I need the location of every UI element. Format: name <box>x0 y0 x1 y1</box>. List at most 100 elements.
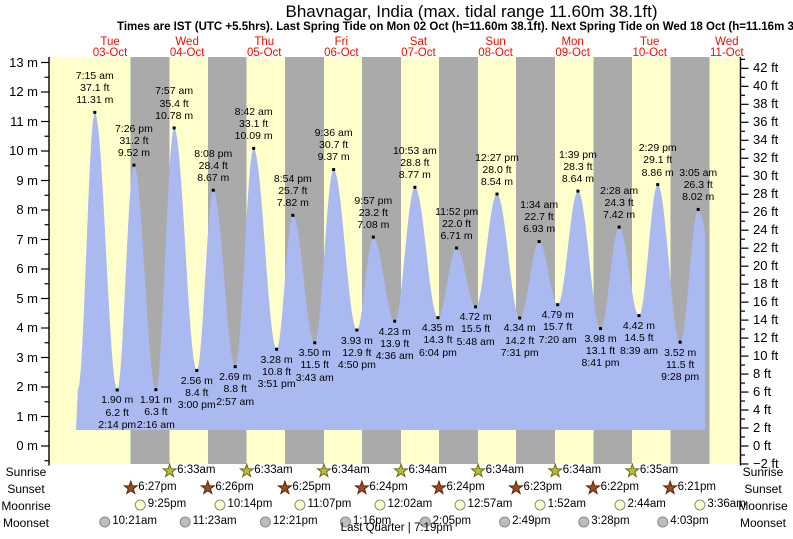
tide-label-line: 1.90 m <box>101 394 134 407</box>
moonrise-icon <box>374 499 386 511</box>
sunrise-time: 6:34am <box>408 464 447 476</box>
tide-label-line: 23.2 ft <box>358 206 388 219</box>
sunrise-row-label-right: Sunrise <box>742 465 784 479</box>
moonrise-icon <box>214 499 226 511</box>
moonrise-row-label-left: Moonrise <box>1 499 51 513</box>
tide-extreme-dot <box>393 319 397 323</box>
tide-label-line: 4.34 m <box>503 322 536 335</box>
tide-label-line: 3.28 m <box>260 353 293 366</box>
high-tide-label: 8:42 am 33.1 ft 10.09 m <box>209 106 299 143</box>
y-axis-label-right: 6 ft <box>753 384 772 400</box>
moonrise-icon <box>294 499 306 511</box>
tide-label-line: 10.78 m <box>155 109 194 122</box>
tide-label-line: 1:39 pm <box>558 148 597 161</box>
tide-label-line: 3.52 m <box>664 346 697 359</box>
sunrise-icon <box>393 462 409 478</box>
tide-label-line: 6.71 m <box>440 229 473 242</box>
tide-label-line: 7:20 am <box>538 333 577 346</box>
sunset-row-label-left: Sunset <box>7 482 45 496</box>
moonrise-time: 2:44am <box>627 498 666 510</box>
tide-label-line: 3:51 pm <box>257 378 296 391</box>
page-subtitle: Times are IST (UTC +5.5hrs). Last Spring… <box>117 21 793 33</box>
moonset-time: 3:28pm <box>591 515 630 527</box>
y-axis-label-right: 12 ft <box>753 330 779 346</box>
moonrise-time: 10:14pm <box>227 498 273 510</box>
sunset-time: 6:24pm <box>446 481 485 493</box>
tide-label-line: 25.7 ft <box>278 185 308 197</box>
moonset-icon <box>657 516 669 528</box>
moonrise-icon <box>614 499 626 511</box>
y-axis-label-right: 14 ft <box>753 312 779 328</box>
sunrise-icon <box>238 462 255 478</box>
moonrise-time: 12:02am <box>387 498 433 510</box>
high-tide-label: 7:15 am 37.1 ft 11.31 m <box>50 70 140 107</box>
day-label-date: 05-Oct <box>246 47 282 59</box>
tide-label-line: 3:43 am <box>295 371 334 384</box>
y-axis-label-left: 3 m <box>16 349 38 365</box>
tide-label-line: 29.1 ft <box>643 154 673 167</box>
day-label-name: Thu <box>254 36 275 48</box>
y-axis-label-left: 11 m <box>10 113 38 129</box>
moonset-time: 4:03pm <box>670 515 709 527</box>
tide-extreme-dot <box>413 185 417 189</box>
tide-label-line: 10.09 m <box>234 130 273 143</box>
low-tide-label: 3.52 m 11.5 ft 9:28 pm <box>635 347 725 384</box>
low-tide-label: 4.35 m 14.3 ft 6:04 pm <box>393 322 483 359</box>
tide-extreme-dot <box>93 110 97 114</box>
tide-label-line: 8:08 pm <box>194 147 233 160</box>
tide-label-line: 5:48 am <box>456 335 495 348</box>
sunrise-row-label-left: Sunrise <box>5 465 47 479</box>
tide-label-line: 2.69 m <box>219 371 252 384</box>
high-tide-label: 10:53 am 28.8 ft 8.77 m <box>370 145 460 182</box>
y-axis-label-left: 9 m <box>16 172 38 188</box>
sunrise-icon <box>470 462 487 478</box>
moonrise-row-label-right: Moonrise <box>738 499 788 513</box>
tide-label-line: 6.93 m <box>523 223 556 236</box>
sunset-icon <box>199 479 216 495</box>
tide-label-line: 1.91 m <box>139 394 172 407</box>
high-tide-label: 8:08 pm 28.4 ft 8.67 m <box>168 148 258 185</box>
moonset-time: 1:16pm <box>352 515 392 527</box>
day-label-name: Sat <box>409 36 428 48</box>
tide-extreme-dot <box>291 213 295 217</box>
y-axis-label-left: 12 m <box>9 84 38 99</box>
y-axis-label-right: 18 ft <box>753 276 779 292</box>
tide-label-line: 7.42 m <box>603 209 636 222</box>
high-tide-label: 2:29 pm 29.1 ft 8.86 m <box>613 142 703 179</box>
low-tide-label: 2.56 m 8.4 ft 3:00 pm <box>152 375 242 412</box>
tide-extreme-dot <box>455 246 459 250</box>
sunset-icon <box>508 479 524 495</box>
tide-label-line: 14.2 ft <box>505 334 535 347</box>
tide-label-line: 8.86 m <box>641 166 674 179</box>
y-axis-label-right: 34 ft <box>753 132 779 148</box>
sunrise-time: 6:34am <box>331 464 370 476</box>
tide-extreme-dot <box>252 146 256 150</box>
high-tide-label: 3:05 am 26.3 ft 8.02 m <box>653 167 743 204</box>
sunrise-time: 6:33am <box>177 464 216 476</box>
sunset-icon <box>585 479 602 495</box>
moonset-icon <box>99 516 111 528</box>
tide-label-line: 12.9 ft <box>342 346 372 359</box>
sunset-icon <box>353 479 370 495</box>
day-label-name: Tue <box>640 36 660 48</box>
low-tide-label: 3.98 m 13.1 ft 8:41 pm <box>556 333 646 370</box>
tide-extreme-dot <box>617 225 621 229</box>
tide-label-line: 9:28 pm <box>661 371 700 384</box>
day-label-date: 06-Oct <box>324 47 359 59</box>
y-axis-label-right: 42 ft <box>753 60 779 76</box>
high-tide-label: 7:26 pm 31.2 ft 9.52 m <box>89 123 179 160</box>
tide-label-line: 6:04 pm <box>418 346 457 359</box>
tide-extreme-dot <box>211 188 215 192</box>
tide-extreme-dot <box>233 365 237 369</box>
tide-label-line: 2:57 am <box>216 395 255 408</box>
moonrise-time: 1:52am <box>547 498 586 510</box>
high-tide-label: 7:57 am 35.4 ft 10.78 m <box>129 85 219 122</box>
tide-extreme-dot <box>115 388 119 392</box>
high-tide-label: 9:57 pm 23.2 ft 7.08 m <box>328 195 418 232</box>
tide-label-line: 1:34 am <box>520 199 559 212</box>
tide-label-line: 8.8 ft <box>223 383 247 396</box>
tide-label-line: 9:36 am <box>314 127 353 140</box>
y-axis-label-right: 22 ft <box>753 240 779 256</box>
tide-label-line: 6.3 ft <box>144 406 168 419</box>
high-tide-label: 12:27 pm 28.0 ft 8.54 m <box>452 152 542 189</box>
